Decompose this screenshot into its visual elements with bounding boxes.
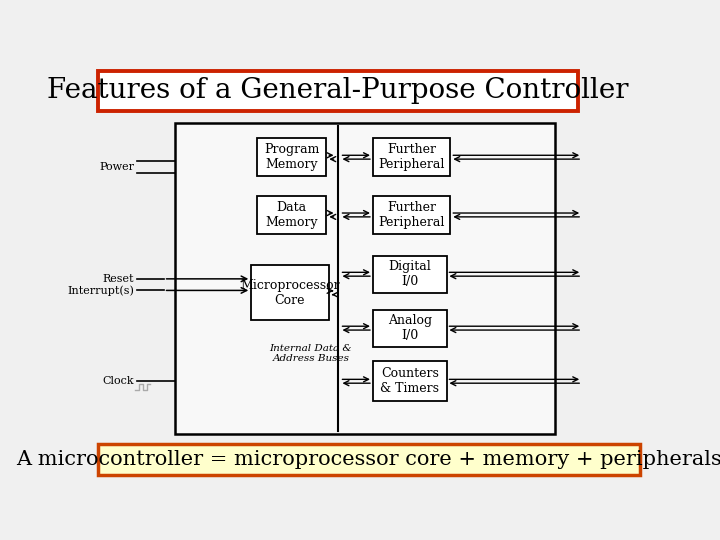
Bar xyxy=(251,265,329,320)
Text: Analog
I/0: Analog I/0 xyxy=(387,314,432,342)
Text: Microprocessor
Core: Microprocessor Core xyxy=(240,279,340,307)
Text: Power: Power xyxy=(99,162,134,172)
Bar xyxy=(175,123,555,434)
Text: A microcontroller = microprocessor core + memory + peripherals: A microcontroller = microprocessor core … xyxy=(16,450,720,469)
Text: Features of a General-Purpose Controller: Features of a General-Purpose Controller xyxy=(48,77,629,104)
Bar xyxy=(373,309,446,347)
Text: Interrupt(s): Interrupt(s) xyxy=(67,285,134,296)
Bar xyxy=(98,71,578,111)
Text: Internal Data &
Address Buses: Internal Data & Address Buses xyxy=(269,344,352,363)
Bar xyxy=(373,138,451,177)
Bar xyxy=(256,195,326,234)
Text: Further
Peripheral: Further Peripheral xyxy=(379,201,445,229)
Text: Counters
& Timers: Counters & Timers xyxy=(380,367,439,395)
Bar xyxy=(98,444,640,475)
Bar xyxy=(373,195,451,234)
Text: Clock: Clock xyxy=(102,375,134,386)
Bar xyxy=(373,361,446,401)
Bar xyxy=(373,256,446,293)
Text: Further
Peripheral: Further Peripheral xyxy=(379,143,445,171)
Text: Reset: Reset xyxy=(103,274,134,284)
Text: Program
Memory: Program Memory xyxy=(264,143,319,171)
Text: Digital
I/0: Digital I/0 xyxy=(388,260,431,288)
Text: Data
Memory: Data Memory xyxy=(265,201,318,229)
Bar xyxy=(256,138,326,177)
